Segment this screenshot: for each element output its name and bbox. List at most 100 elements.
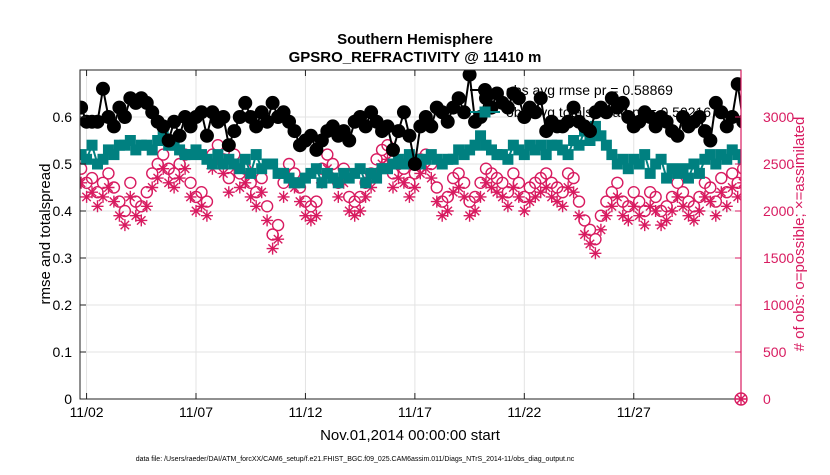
data-point-assimilated <box>332 191 344 203</box>
data-point-rmse <box>583 125 596 138</box>
data-point-rmse <box>222 139 235 152</box>
data-point-totalspread <box>109 150 119 160</box>
data-point-totalspread <box>662 173 672 183</box>
data-point-possible <box>743 168 754 179</box>
y-right-tick-label: 2000 <box>763 203 794 219</box>
data-point-assimilated <box>267 243 279 255</box>
data-point-totalspread <box>705 150 715 160</box>
data-point-rmse <box>217 111 230 124</box>
data-point-totalspread <box>596 131 606 141</box>
x-tick-label: 11/12 <box>288 404 322 420</box>
data-point-totalspread <box>399 159 409 169</box>
data-point-rmse <box>228 125 241 138</box>
data-point-rmse <box>266 96 279 109</box>
data-point-assimilated <box>814 191 826 203</box>
data-point-assimilated <box>223 186 235 198</box>
data-point-rmse <box>239 96 252 109</box>
data-point-assimilated <box>168 182 180 194</box>
x-tick-label: 11/17 <box>398 404 432 420</box>
data-point-totalspread <box>618 154 628 164</box>
data-point-assimilated <box>770 186 782 198</box>
data-point-rmse <box>173 129 186 142</box>
data-point-totalspread <box>689 159 699 169</box>
data-point-rmse <box>764 134 777 147</box>
x-axis-label: Nov.01,2014 00:00:00 start <box>320 427 501 444</box>
data-point-rmse <box>458 106 471 119</box>
data-point-totalspread <box>333 178 343 188</box>
data-point-rmse <box>748 120 761 133</box>
data-point-totalspread <box>826 192 830 202</box>
data-point-totalspread <box>601 140 611 150</box>
data-point-possible <box>814 177 825 188</box>
y-left-tick-label: 0.2 <box>53 297 73 313</box>
data-point-rmse <box>759 139 772 152</box>
data-point-rmse <box>200 129 213 142</box>
data-point-totalspread <box>448 154 458 164</box>
data-point-assimilated <box>622 214 634 226</box>
y-right-tick-label: 3000 <box>763 109 794 125</box>
data-point-totalspread <box>760 145 770 155</box>
data-point-totalspread <box>809 168 819 178</box>
data-point-rmse <box>343 134 356 147</box>
chart-subtitle: GPSRO_REFRACTIVITY @ 11410 m <box>289 49 542 66</box>
y-right-axis-label: # of obs: o=possible; ×=assimilated <box>791 117 808 352</box>
data-point-possible <box>825 206 830 217</box>
data-point-assimilated <box>710 210 722 222</box>
x-tick-label: 11/27 <box>617 404 651 420</box>
data-point-rmse <box>808 134 821 147</box>
data-point-rmse <box>742 134 755 147</box>
data-point-rmse <box>704 134 717 147</box>
data-point-possible <box>771 173 782 184</box>
data-point-possible <box>820 196 830 207</box>
data-point-assimilated <box>261 214 273 226</box>
y-left-axis-label: rmse and totalspread <box>37 164 54 305</box>
y-left-tick-label: 0.6 <box>53 109 73 125</box>
legend-label: obs avg totalspread pr = 0.50216 <box>506 104 711 120</box>
data-point-totalspread <box>815 183 825 193</box>
data-point-totalspread <box>98 154 108 164</box>
data-point-rmse <box>819 134 830 147</box>
data-point-assimilated <box>721 200 733 212</box>
data-point-assimilated <box>732 191 744 203</box>
data-point-rmse <box>403 129 416 142</box>
legend-marker-square <box>480 107 490 117</box>
data-point-assimilated <box>743 182 755 194</box>
data-point-totalspread <box>476 131 486 141</box>
data-point-rmse <box>824 129 830 142</box>
data-point-totalspread <box>541 150 551 160</box>
y-right-tick-label: 500 <box>763 344 787 360</box>
data-point-assimilated <box>748 172 760 184</box>
data-point-totalspread <box>683 173 693 183</box>
data-point-rmse <box>731 78 744 91</box>
data-point-totalspread <box>563 150 573 160</box>
data-point-rmse <box>671 129 684 142</box>
data-point-totalspread <box>749 159 759 169</box>
x-tick-label: 11/07 <box>179 404 213 420</box>
data-point-assimilated <box>518 205 530 217</box>
data-point-totalspread <box>678 164 688 174</box>
data-point-assimilated <box>92 200 104 212</box>
data-point-totalspread <box>361 178 371 188</box>
data-point-totalspread <box>235 164 245 174</box>
data-point-totalspread <box>240 154 250 164</box>
y-left-tick-label: 0 <box>64 391 72 407</box>
data-point-rmse <box>425 120 438 133</box>
data-point-totalspread <box>722 154 732 164</box>
data-point-possible <box>749 159 760 170</box>
data-point-totalspread <box>213 150 223 160</box>
data-point-totalspread <box>82 154 92 164</box>
y-right-tick-label: 2500 <box>763 156 794 172</box>
data-point-totalspread <box>738 154 748 164</box>
data-point-totalspread <box>317 178 327 188</box>
data-point-totalspread <box>207 159 217 169</box>
data-point-rmse <box>452 92 465 105</box>
data-file-footer: data file: /Users/raeder/DAI/ATM_forcXX/… <box>136 456 575 463</box>
data-point-rmse <box>441 115 454 128</box>
data-point-rmse <box>408 158 421 171</box>
y-left-tick-label: 0.1 <box>53 344 73 360</box>
data-point-assimilated <box>808 200 820 212</box>
x-tick-label: 11/02 <box>70 404 104 420</box>
